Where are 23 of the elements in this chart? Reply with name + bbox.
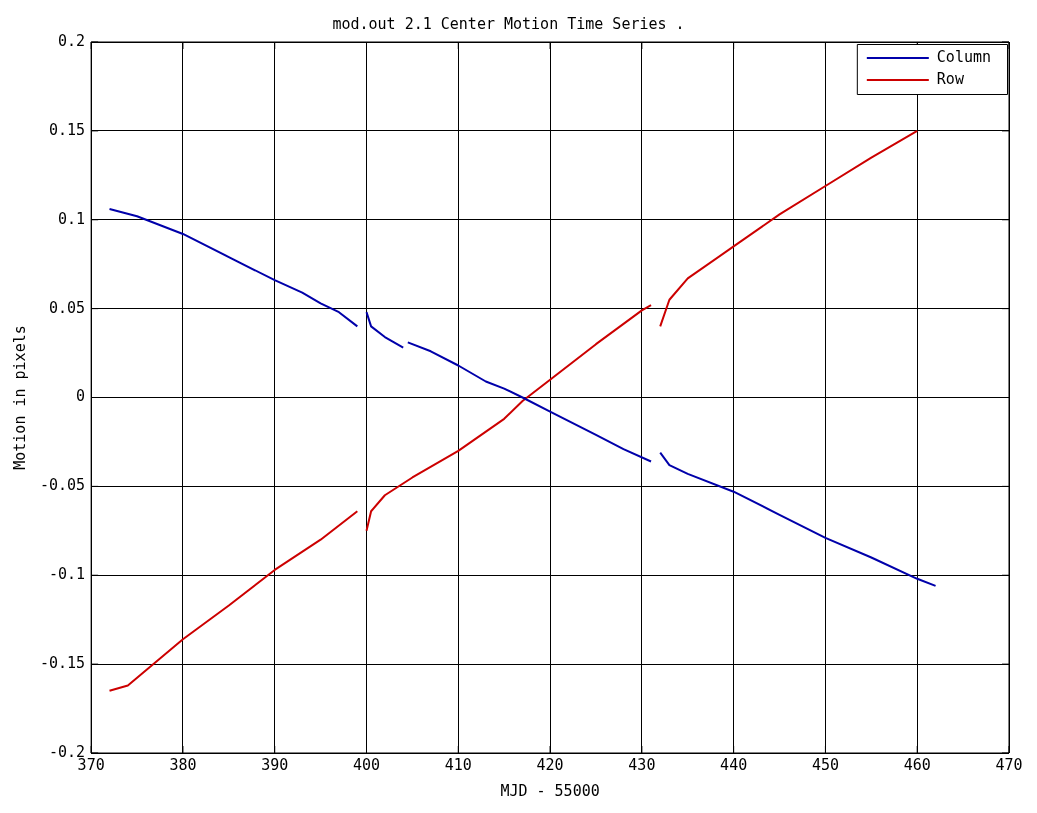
- x-tick-label: 430: [628, 755, 656, 774]
- x-tick-label: 390: [261, 755, 289, 774]
- y-tick-label: 0.05: [49, 298, 86, 317]
- y-tick-label: -0.1: [49, 565, 86, 584]
- y-tick-label: -0.15: [40, 654, 86, 673]
- x-tick-label: 440: [720, 755, 748, 774]
- chart-title: mod.out 2.1 Center Motion Time Series .: [332, 14, 685, 33]
- x-tick-label: 470: [995, 755, 1023, 774]
- x-tick-label: 410: [444, 755, 472, 774]
- x-axis-title: MJD - 55000: [500, 781, 600, 800]
- x-tick-label: 460: [903, 755, 931, 774]
- legend-label: Column: [936, 47, 991, 66]
- x-tick-label: 380: [169, 755, 197, 774]
- x-tick-label: 420: [536, 755, 564, 774]
- y-tick-label: 0.2: [58, 31, 86, 50]
- y-tick-label: -0.05: [40, 476, 86, 495]
- legend-label: Row: [936, 69, 965, 88]
- y-tick-label: 0.1: [58, 209, 86, 228]
- x-tick-label: 450: [811, 755, 839, 774]
- y-axis-title: Motion in pixels: [10, 325, 29, 470]
- x-tick-label: 400: [352, 755, 381, 774]
- y-tick-label: 0: [76, 387, 86, 406]
- y-tick-label: 0.15: [49, 120, 86, 139]
